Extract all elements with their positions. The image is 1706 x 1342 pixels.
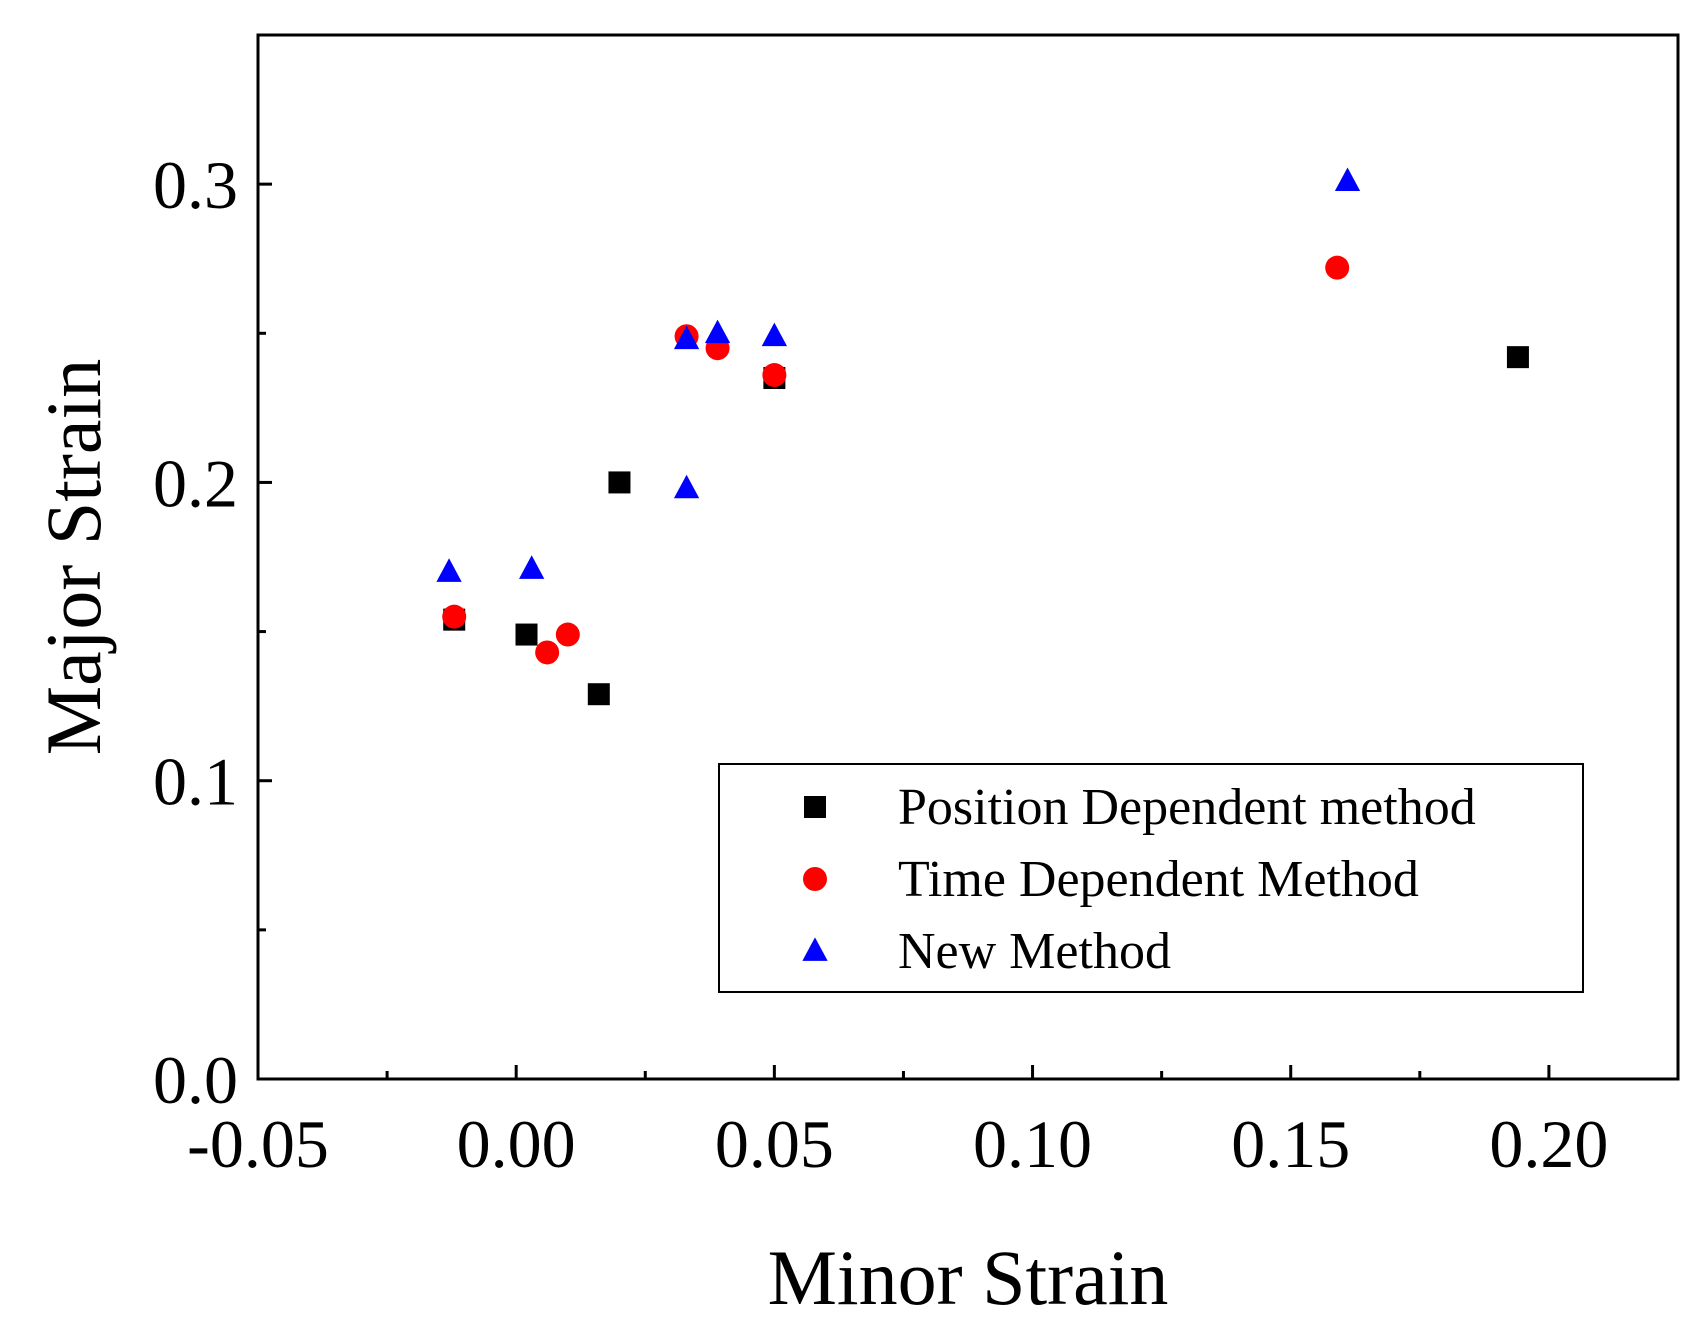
- plot-frame: [256, 33, 1680, 1081]
- legend-box: [718, 763, 1584, 993]
- y-tick-label: 0.1: [153, 744, 238, 820]
- data-point-circle: [1325, 255, 1350, 280]
- x-axis: -0.05 0.00 0.05 0.10 0.15 0.20: [187, 1065, 1608, 1182]
- legend: Position Dependent method Time Dependent …: [718, 763, 1584, 993]
- data-point-triangle: [673, 325, 700, 350]
- legend-marker-square: [804, 796, 826, 818]
- series-triangle: [436, 167, 1361, 582]
- legend-marker-circle: [803, 867, 827, 891]
- data-point-triangle: [761, 322, 788, 347]
- data-point-square: [1506, 346, 1529, 369]
- y-axis: 0.0 0.1 0.2 0.3: [153, 147, 272, 1118]
- x-tick-label: 0.00: [457, 1106, 576, 1182]
- data-point-triangle: [1334, 167, 1361, 192]
- y-tick-label: 0.2: [153, 445, 238, 521]
- data-point-triangle: [673, 474, 700, 499]
- x-tick-label: 0.10: [973, 1106, 1092, 1182]
- data-point-circle: [555, 622, 580, 647]
- data-point-triangle: [519, 555, 545, 579]
- y-tick-label: 0.0: [153, 1042, 238, 1118]
- data-point-square: [608, 471, 631, 494]
- data-point-square: [587, 683, 610, 706]
- data-point-circle: [762, 363, 787, 388]
- x-axis-title: Minor Strain: [768, 1234, 1169, 1321]
- data-points: [436, 167, 1529, 706]
- data-point-circle: [535, 640, 560, 665]
- x-tick-label: 0.20: [1489, 1106, 1608, 1182]
- series-circle: [442, 255, 1350, 665]
- legend-label: New Method: [898, 923, 1171, 980]
- x-tick-label: 0.05: [715, 1106, 834, 1182]
- data-point-square: [515, 623, 538, 646]
- x-tick-label: -0.05: [187, 1106, 329, 1182]
- data-point-triangle: [704, 319, 731, 344]
- legend-marker-triangle: [802, 937, 828, 961]
- y-tick-label: 0.3: [153, 147, 238, 223]
- data-point-circle: [442, 604, 467, 629]
- y-axis-title: Major Strain: [30, 359, 117, 755]
- x-tick-label: 0.15: [1231, 1106, 1350, 1182]
- series-square: [443, 346, 1529, 706]
- data-point-triangle: [436, 558, 462, 582]
- legend-label: Position Dependent method: [898, 779, 1476, 836]
- legend-label: Time Dependent Method: [898, 851, 1419, 908]
